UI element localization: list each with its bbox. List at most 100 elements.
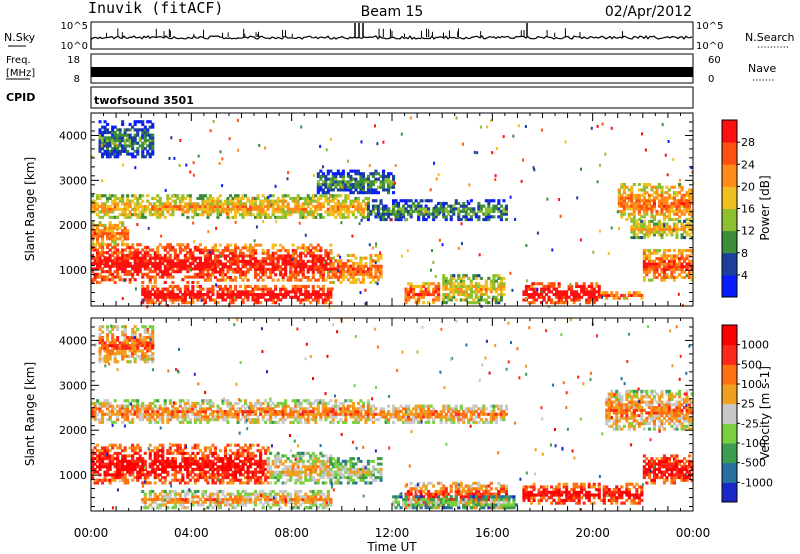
heatmap-cell	[336, 207, 340, 211]
heatmap-cell	[647, 193, 651, 197]
heatmap-cell	[218, 162, 221, 165]
heatmap-cell	[96, 237, 100, 241]
heatmap-cell	[575, 293, 579, 297]
date-title: 02/Apr/2012	[605, 4, 692, 20]
heatmap-cell	[203, 246, 207, 250]
heatmap-cell	[91, 229, 95, 233]
heatmap-cell	[198, 275, 202, 279]
heatmap-cell	[153, 459, 157, 463]
heatmap-cell	[93, 462, 97, 466]
heatmap-cell	[276, 257, 280, 261]
heatmap-cell	[261, 470, 265, 474]
heatmap-cell	[153, 275, 157, 279]
heatmap-cell	[662, 273, 666, 277]
heatmap-cell	[494, 290, 498, 294]
heatmap-cell	[354, 188, 358, 192]
heatmap-cell	[399, 209, 403, 213]
heatmap-cell	[261, 205, 265, 209]
heatmap-cell	[683, 196, 687, 200]
heatmap-cell	[178, 262, 182, 266]
heatmap-cell	[296, 470, 300, 474]
heatmap-cell	[141, 152, 145, 156]
heatmap-cell	[650, 265, 654, 269]
heatmap-cell	[128, 280, 132, 284]
heatmap-cell	[499, 218, 503, 222]
heatmap-cell	[294, 473, 298, 477]
heatmap-cell	[191, 293, 195, 297]
heatmap-cell	[133, 465, 137, 469]
heatmap-cell	[244, 443, 248, 447]
heatmap-cell	[106, 462, 110, 466]
heatmap-cell	[146, 131, 150, 135]
heatmap-cell	[334, 202, 338, 206]
heatmap-cell	[336, 202, 340, 206]
heatmap-cell	[181, 457, 185, 461]
heatmap-cell	[143, 295, 147, 299]
heatmap-cell	[657, 199, 661, 203]
heatmap-cell	[339, 267, 343, 271]
heatmap-cell	[630, 188, 634, 192]
heatmap-cell	[111, 245, 115, 249]
heatmap-cell	[269, 476, 273, 480]
heatmap-cell	[101, 125, 105, 129]
heatmap-cell	[249, 259, 253, 263]
heatmap-cell	[101, 462, 105, 466]
heatmap-cell	[276, 454, 280, 458]
heatmap-cell	[349, 202, 353, 206]
heatmap-cell	[111, 202, 115, 206]
heatmap-cell	[156, 449, 160, 453]
heatmap-cell	[683, 249, 687, 253]
heatmap-cell	[146, 205, 150, 209]
heatmap-cell	[118, 207, 122, 211]
heatmap-cell	[226, 462, 230, 466]
heatmap-cell	[564, 140, 567, 144]
heatmap-cell	[193, 256, 197, 260]
heatmap-cell	[572, 290, 576, 294]
heatmap-cell	[108, 229, 112, 233]
heatmap-cell	[361, 183, 365, 187]
heatmap-cell	[394, 212, 398, 216]
heatmap-cell	[271, 262, 275, 266]
heatmap-cell	[191, 284, 195, 288]
heatmap-cell	[158, 295, 162, 299]
heatmap-cell	[208, 265, 212, 269]
heatmap-cell	[229, 473, 233, 477]
heatmap-cell	[286, 465, 290, 469]
heatmap-cell	[91, 256, 95, 260]
heatmap-cell	[101, 454, 105, 458]
heatmap-cell	[334, 194, 338, 198]
heatmap-cell	[296, 457, 300, 461]
heatmap-cell	[116, 476, 120, 480]
heatmap-cell	[531, 282, 534, 286]
heatmap-cell	[91, 240, 95, 244]
heatmap-cell	[379, 207, 383, 211]
heatmap-cell	[198, 467, 202, 471]
heatmap-cell	[143, 262, 147, 266]
heatmap-cell	[276, 202, 280, 206]
heatmap-cell	[193, 454, 197, 458]
heatmap-cell	[193, 245, 197, 249]
heatmap-cell	[138, 251, 142, 255]
heatmap-cell	[645, 249, 649, 253]
heatmap-cell	[457, 276, 461, 280]
heatmap-cell	[349, 253, 353, 257]
heatmap-cell	[452, 274, 456, 278]
heatmap-cell	[685, 267, 689, 271]
heatmap-cell	[477, 218, 481, 222]
heatmap-cell	[662, 212, 666, 216]
heatmap-cell	[359, 188, 363, 192]
heatmap-cell	[223, 262, 227, 266]
heatmap-cell	[101, 152, 105, 156]
heatmap-cell	[116, 248, 120, 252]
heatmap-cell	[564, 298, 567, 302]
heatmap-cell	[166, 293, 170, 297]
heatmap-cell	[138, 215, 142, 219]
heatmap-cell	[667, 193, 671, 197]
heatmap-cell	[532, 287, 536, 291]
heatmap-cell	[364, 191, 368, 195]
heatmap-cell	[675, 254, 679, 258]
heatmap-cell	[361, 267, 365, 271]
heatmap-cell	[198, 287, 202, 291]
heatmap-cell	[375, 242, 378, 246]
heatmap-cell	[477, 207, 481, 211]
